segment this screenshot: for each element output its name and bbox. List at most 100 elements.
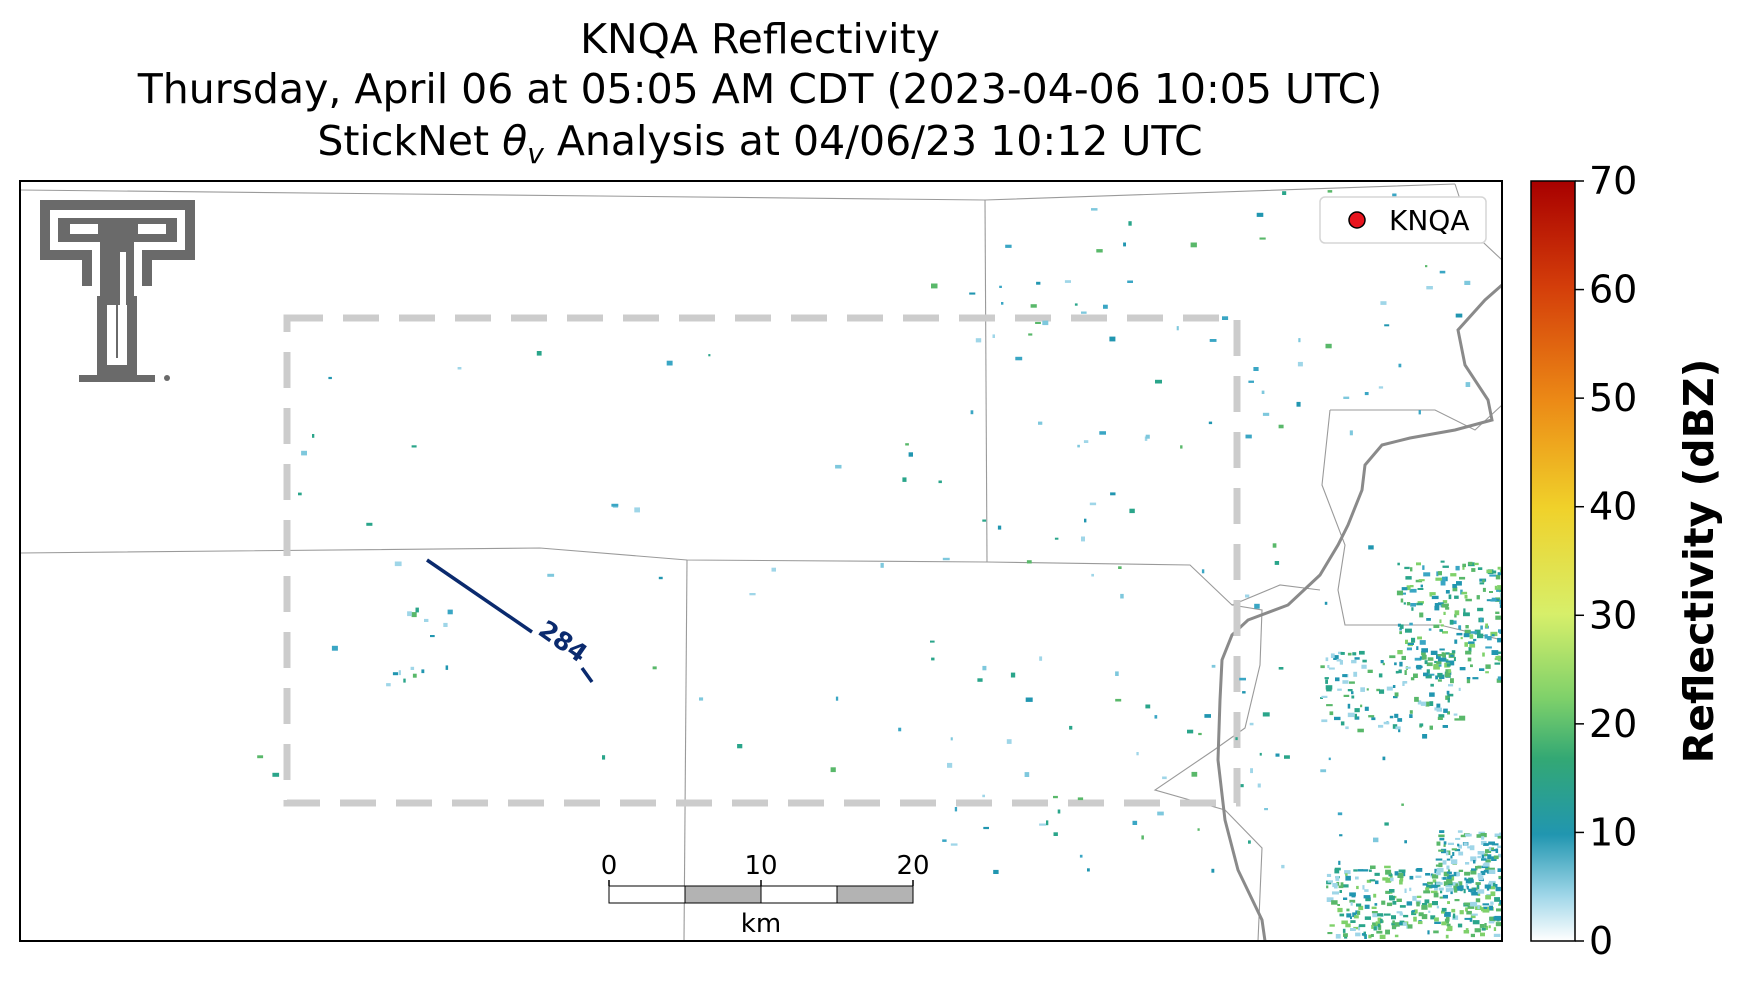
echo-pixel	[1326, 897, 1334, 902]
echo-pixel	[1406, 602, 1411, 606]
echo-pixel	[1350, 928, 1356, 931]
map-frame	[19, 180, 1503, 942]
echo-pixel	[443, 622, 448, 627]
echo-pixel	[1039, 823, 1046, 826]
echo-pixel	[1459, 910, 1464, 915]
echo-pixel	[1077, 797, 1084, 801]
echo-pixel	[1155, 379, 1162, 384]
echo-pixel	[1278, 424, 1284, 429]
echo-pixel	[1474, 629, 1481, 635]
echo-pixel	[1325, 679, 1328, 684]
echo-pixel	[1338, 860, 1341, 865]
echo-pixel	[1504, 576, 1510, 578]
echo-pixel	[1046, 820, 1049, 826]
echo-pixel	[1463, 612, 1470, 617]
echo-pixel	[1355, 910, 1359, 914]
echo-pixel	[1422, 565, 1425, 570]
echo-pixel	[1440, 890, 1443, 894]
echo-pixel	[1480, 932, 1485, 937]
echo-pixel	[1465, 650, 1472, 655]
echo-pixel	[1249, 722, 1254, 726]
echo-pixel	[1484, 925, 1488, 930]
echo-pixel	[1278, 667, 1284, 670]
echo-pixel	[1382, 756, 1386, 761]
echo-pixel	[1446, 879, 1453, 884]
echo-pixel	[1201, 569, 1205, 574]
echo-pixel	[1372, 913, 1378, 918]
echo-pixel	[1465, 928, 1469, 931]
echo-pixel	[1450, 654, 1454, 657]
echo-pixel	[1354, 657, 1360, 660]
echo-pixel	[1374, 872, 1380, 876]
echo-pixel	[1422, 883, 1429, 886]
echo-pixel	[1340, 721, 1345, 726]
contour-line-upper	[426, 558, 533, 634]
echo-pixel	[1395, 726, 1401, 730]
echo-pixel	[1442, 565, 1449, 568]
echo-pixel	[1437, 672, 1443, 678]
echo-pixel	[1407, 924, 1413, 929]
echo-pixel	[1434, 603, 1440, 608]
echo-pixel	[1099, 431, 1106, 435]
echo-pixel	[1442, 894, 1448, 899]
echo-pixel	[1385, 869, 1392, 875]
echo-pixel	[1491, 634, 1495, 637]
echo-pixel	[1479, 582, 1485, 585]
echo-pixel	[1364, 392, 1369, 396]
echo-pixel	[1406, 925, 1409, 929]
echo-pixel	[1398, 869, 1406, 873]
echo-pixel	[938, 480, 942, 484]
echo-pixel	[1332, 883, 1338, 888]
echo-pixel	[1362, 885, 1365, 890]
echo-pixel	[1410, 567, 1413, 572]
echo-pixel	[1477, 889, 1485, 894]
echo-pixel	[947, 762, 953, 768]
echo-pixel	[1465, 862, 1470, 865]
echo-pixel	[1328, 667, 1335, 670]
echo-pixel	[1439, 837, 1445, 841]
echo-pixel	[1489, 905, 1493, 911]
echo-pixel	[835, 464, 842, 469]
echo-pixel	[1343, 396, 1350, 399]
echo-pixel	[386, 683, 391, 687]
echo-pixel	[931, 283, 938, 289]
echo-pixel	[602, 755, 606, 760]
echo-pixel	[1191, 771, 1198, 777]
echo-pixel	[1497, 868, 1502, 872]
echo-pixel	[1376, 688, 1380, 692]
echo-pixel	[1330, 653, 1335, 658]
echo-pixel	[1493, 855, 1499, 860]
echo-pixel	[1497, 637, 1502, 643]
echo-pixel	[1123, 242, 1126, 247]
echo-pixel	[1375, 880, 1379, 885]
echo-pixel	[1372, 923, 1379, 926]
echo-pixel	[1459, 667, 1466, 671]
echo-pixel	[1010, 672, 1016, 678]
echo-pixel	[1417, 700, 1422, 705]
echo-pixel	[908, 452, 913, 457]
echo-pixel	[1495, 655, 1502, 659]
echo-pixel	[1392, 901, 1397, 905]
echo-pixel	[1447, 693, 1454, 697]
echo-pixel	[1428, 910, 1431, 913]
echo-pixel	[950, 737, 953, 741]
echo-pixel	[1441, 921, 1447, 926]
echo-pixel	[1472, 920, 1480, 925]
echo-pixel	[1397, 650, 1403, 655]
echo-pixel	[1239, 677, 1246, 681]
echo-pixel	[447, 609, 453, 615]
echo-pixel	[1450, 859, 1458, 864]
echo-pixel	[1460, 636, 1463, 640]
echo-pixel	[1442, 860, 1447, 865]
echo-pixel	[1376, 930, 1383, 934]
echo-pixel	[1438, 862, 1443, 868]
echo-pixel	[1381, 900, 1386, 905]
echo-pixel	[1198, 732, 1202, 736]
legend-box	[1319, 196, 1487, 244]
echo-pixel	[1464, 629, 1471, 634]
echo-pixel	[1410, 677, 1415, 681]
echo-pixel	[1342, 884, 1349, 888]
echo-pixel	[1448, 684, 1454, 687]
echo-pixel	[1409, 887, 1412, 892]
echo-pixel	[424, 618, 429, 622]
